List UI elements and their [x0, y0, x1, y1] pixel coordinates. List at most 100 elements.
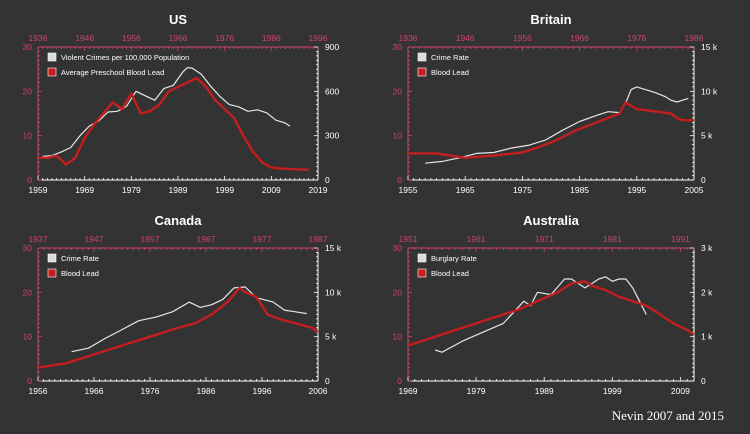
top-tick-label: 1956: [513, 33, 532, 43]
top-tick-label: 1976: [627, 33, 646, 43]
right-tick-label: 15 k: [325, 243, 342, 253]
top-tick-label: 1976: [215, 33, 234, 43]
series-line-crime: [425, 86, 689, 164]
top-tick-label: 1961: [467, 234, 486, 244]
panel-britain: Britain 1955 1965 1975 1985 1995 2005 1936 1946 1…: [393, 12, 718, 195]
right-tick-label: 5 k: [701, 131, 713, 141]
legend-swatch: [47, 67, 57, 77]
top-tick-label: 1986: [262, 33, 281, 43]
legend-label: Crime Rate: [61, 254, 99, 263]
bottom-tick-label: 1999: [603, 386, 622, 396]
bottom-tick-label: 1975: [513, 185, 532, 195]
left-tick-label: 10: [23, 332, 33, 342]
series-line-crime: [435, 276, 647, 353]
legend-swatch: [417, 52, 427, 62]
top-tick-label: 1946: [456, 33, 475, 43]
bottom-tick-label: 1979: [467, 386, 486, 396]
top-tick-label: 1946: [75, 33, 94, 43]
bottom-tick-label: 1986: [197, 386, 216, 396]
series-line-crime: [71, 286, 307, 353]
bottom-tick-label: 2009: [671, 386, 690, 396]
top-tick-label: 1951: [399, 234, 418, 244]
panel-us: US 1959 1969 1979 1989 1999 2009 2019 1936 1946 19…: [23, 12, 340, 195]
bottom-tick-label: 2019: [309, 185, 328, 195]
right-tick-label: 900: [325, 42, 339, 52]
legend-label: Blood Lead: [431, 269, 469, 278]
chart-title: Australia: [523, 213, 579, 228]
top-tick-label: 1966: [169, 33, 188, 43]
left-tick-label: 30: [393, 243, 403, 253]
top-tick-label: 1936: [399, 33, 418, 43]
legend-swatch: [417, 253, 427, 263]
bottom-tick-label: 1989: [169, 185, 188, 195]
bottom-tick-label: 1989: [535, 386, 554, 396]
series-line-blood-lead: [38, 76, 309, 171]
chart-title: US: [169, 12, 187, 27]
left-tick-label: 0: [27, 175, 32, 185]
top-tick-label: 1957: [141, 234, 160, 244]
bottom-tick-label: 2006: [309, 386, 328, 396]
bottom-tick-label: 1955: [399, 185, 418, 195]
series-line-blood-lead: [407, 280, 695, 347]
bottom-tick-label: 2005: [685, 185, 704, 195]
right-tick-label: 0: [325, 175, 330, 185]
bottom-tick-label: 1996: [253, 386, 272, 396]
left-tick-label: 30: [23, 42, 33, 52]
panel-australia: Australia 1969 1979 1989 1999 2009 1951 1961 197…: [393, 213, 714, 396]
top-tick-label: 1947: [85, 234, 104, 244]
right-tick-label: 300: [325, 131, 339, 141]
right-tick-label: 600: [325, 86, 339, 96]
right-tick-label: 5 k: [325, 332, 337, 342]
top-tick-label: 1966: [570, 33, 589, 43]
legend-label: Burglary Rate: [431, 254, 477, 263]
left-tick-label: 30: [393, 42, 403, 52]
right-tick-label: 10 k: [325, 287, 342, 297]
bottom-tick-label: 1995: [627, 185, 646, 195]
series-line-blood-lead: [37, 286, 319, 369]
bottom-tick-label: 1976: [141, 386, 160, 396]
top-tick-label: 1937: [29, 234, 48, 244]
left-tick-label: 10: [23, 131, 33, 141]
right-tick-label: 15 k: [701, 42, 718, 52]
legend-label: Violent Crimes per 100,000 Population: [61, 53, 189, 62]
left-tick-label: 20: [23, 287, 33, 297]
left-tick-label: 30: [23, 243, 33, 253]
bottom-tick-label: 1966: [85, 386, 104, 396]
legend-swatch: [47, 253, 57, 263]
right-tick-label: 0: [701, 376, 706, 386]
right-tick-label: 0: [701, 175, 706, 185]
right-tick-label: 1 k: [701, 332, 713, 342]
left-tick-label: 20: [23, 86, 33, 96]
legend-swatch: [417, 268, 427, 278]
legend-swatch: [47, 52, 57, 62]
right-tick-label: 3 k: [701, 243, 713, 253]
series-line-blood-lead: [408, 101, 694, 160]
right-tick-label: 0: [325, 376, 330, 386]
left-tick-label: 10: [393, 131, 403, 141]
panel-canada: Canada 1956 1966 1976 1986 1996 2006 1937 1947 19…: [23, 213, 342, 396]
legend-swatch: [47, 268, 57, 278]
top-tick-label: 1996: [309, 33, 328, 43]
legend-label: Average Preschool Blood Lead: [61, 68, 164, 77]
top-tick-label: 1971: [535, 234, 554, 244]
chart-title: Canada: [155, 213, 203, 228]
top-tick-label: 1991: [671, 234, 690, 244]
left-tick-label: 0: [397, 376, 402, 386]
right-tick-label: 2 k: [701, 287, 713, 297]
top-tick-label: 1977: [253, 234, 272, 244]
top-tick-label: 1967: [197, 234, 216, 244]
source-credit: Nevin 2007 and 2015: [611, 408, 724, 423]
left-tick-label: 10: [393, 332, 403, 342]
bottom-tick-label: 1979: [122, 185, 141, 195]
left-tick-label: 20: [393, 86, 403, 96]
bottom-tick-label: 1959: [29, 185, 48, 195]
series-line-crime: [42, 67, 291, 157]
bottom-tick-label: 1969: [75, 185, 94, 195]
top-tick-label: 1986: [685, 33, 704, 43]
legend-label: Crime Rate: [431, 53, 469, 62]
bottom-tick-label: 1985: [570, 185, 589, 195]
legend-label: Blood Lead: [431, 68, 469, 77]
left-tick-label: 20: [393, 287, 403, 297]
bottom-tick-label: 1999: [215, 185, 234, 195]
